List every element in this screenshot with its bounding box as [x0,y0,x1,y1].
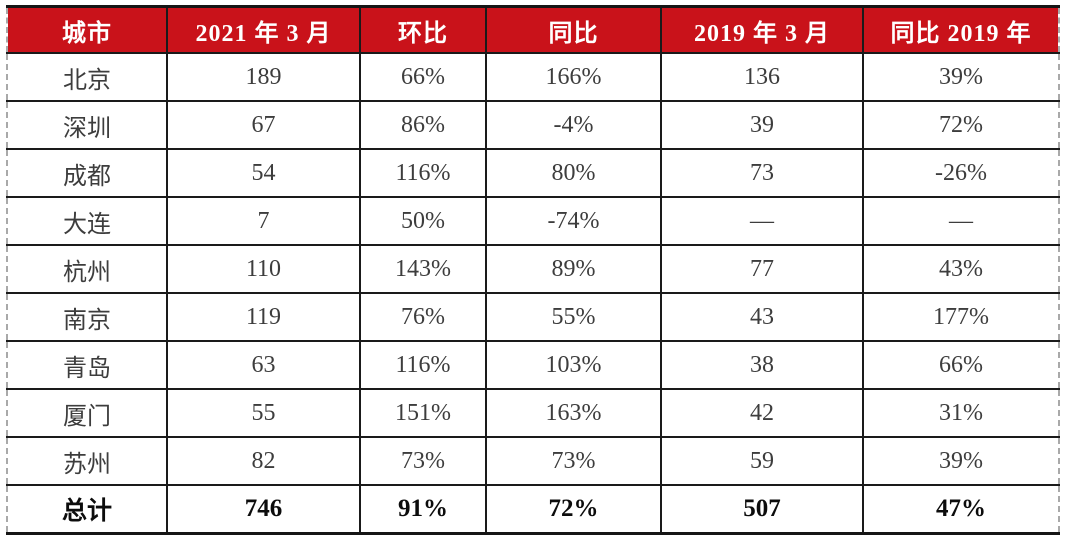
cell-2019-mar: 73 [660,148,864,198]
cell-yoy: 163% [485,388,662,438]
cell-2019-mar: 38 [660,340,864,390]
city-label: 杭州 [7,244,168,294]
cell-yoy-2019: 72% [862,100,1059,150]
cell-2021-mar: 82 [166,436,361,486]
table-row-qingdao: 青岛 63 116% 103% 38 66% [7,340,1059,390]
cell-yoy-2019: 43% [862,244,1059,294]
cell-2019-mar: 43 [660,292,864,342]
col-header-2021-mar: 2021 年 3 月 [166,5,361,54]
city-label: 苏州 [7,436,168,486]
cell-2021-mar: 7 [166,196,361,246]
cell-mom: 86% [359,100,487,150]
table-row-dalian: 大连 7 50% -74% — — [7,196,1059,246]
cell-yoy-2019-total: 47% [862,484,1059,535]
cell-2021-mar: 119 [166,292,361,342]
table-row-beijing: 北京 189 66% 166% 136 39% [7,52,1059,102]
city-label: 厦门 [7,388,168,438]
cell-mom: 116% [359,148,487,198]
col-header-yoy: 同比 [485,5,662,54]
cell-yoy-2019: 31% [862,388,1059,438]
cell-yoy-2019: 177% [862,292,1059,342]
table-row-xiamen: 厦门 55 151% 163% 42 31% [7,388,1059,438]
city-sales-comparison-table: 城市 2021 年 3 月 环比 同比 2019 年 3 月 同比 2019 年… [6,5,1060,535]
city-label: 深圳 [7,100,168,150]
cell-2021-mar: 55 [166,388,361,438]
cell-mom: 66% [359,52,487,102]
table-row-hangzhou: 杭州 110 143% 89% 77 43% [7,244,1059,294]
cell-yoy: 103% [485,340,662,390]
cell-mom: 73% [359,436,487,486]
table-row-nanjing: 南京 119 76% 55% 43 177% [7,292,1059,342]
cell-2019-mar: 42 [660,388,864,438]
table-row-chengdu: 成都 54 116% 80% 73 -26% [7,148,1059,198]
cell-2021-mar: 54 [166,148,361,198]
cell-yoy: 73% [485,436,662,486]
table-row-suzhou: 苏州 82 73% 73% 59 39% [7,436,1059,486]
cell-mom: 76% [359,292,487,342]
col-header-city: 城市 [7,5,168,54]
cell-yoy-2019: 66% [862,340,1059,390]
cell-mom: 116% [359,340,487,390]
cell-mom-total: 91% [359,484,487,535]
table-header-row: 城市 2021 年 3 月 环比 同比 2019 年 3 月 同比 2019 年 [7,5,1059,54]
city-label: 青岛 [7,340,168,390]
cell-yoy-2019: — [862,196,1059,246]
cell-2019-mar: 39 [660,100,864,150]
cell-2019-mar: 136 [660,52,864,102]
col-header-yoy-2019: 同比 2019 年 [862,5,1059,54]
cell-yoy: 55% [485,292,662,342]
cell-yoy-2019: 39% [862,436,1059,486]
cell-yoy: 166% [485,52,662,102]
cell-mom: 143% [359,244,487,294]
cell-2021-mar: 189 [166,52,361,102]
cell-mom: 151% [359,388,487,438]
cell-2021-mar: 110 [166,244,361,294]
city-label: 成都 [7,148,168,198]
cell-yoy: 89% [485,244,662,294]
cell-2021-mar: 67 [166,100,361,150]
table-row-shenzhen: 深圳 67 86% -4% 39 72% [7,100,1059,150]
total-label: 总计 [7,484,168,535]
cell-2019-mar: — [660,196,864,246]
cell-2021-mar: 63 [166,340,361,390]
cell-2019-mar: 77 [660,244,864,294]
cell-yoy: -74% [485,196,662,246]
cell-2021-mar-total: 746 [166,484,361,535]
cell-mom: 50% [359,196,487,246]
cell-2019-mar-total: 507 [660,484,864,535]
cell-2019-mar: 59 [660,436,864,486]
table-row-total: 总计 746 91% 72% 507 47% [7,484,1059,535]
city-label: 北京 [7,52,168,102]
city-label: 南京 [7,292,168,342]
cell-yoy-2019: 39% [862,52,1059,102]
cell-yoy: -4% [485,100,662,150]
col-header-2019-mar: 2019 年 3 月 [660,5,864,54]
cell-yoy: 80% [485,148,662,198]
cell-yoy-total: 72% [485,484,662,535]
city-label: 大连 [7,196,168,246]
cell-yoy-2019: -26% [862,148,1059,198]
col-header-mom: 环比 [359,5,487,54]
